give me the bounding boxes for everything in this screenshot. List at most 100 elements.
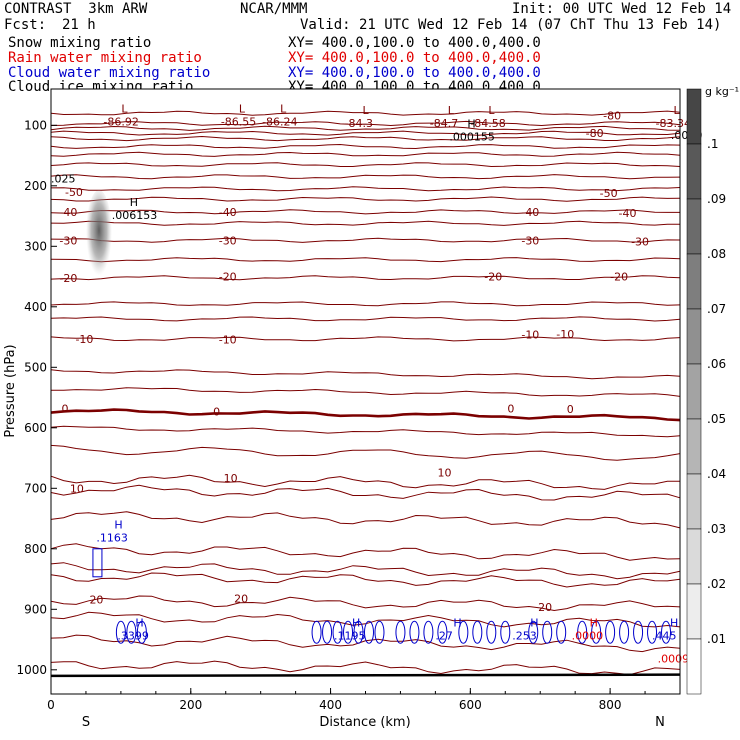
cloud-water-cell xyxy=(661,620,672,644)
extremum-value: -86.92 xyxy=(103,115,138,128)
isotherm-label: -30 xyxy=(521,234,539,247)
isotherm-label: -10 xyxy=(556,328,574,341)
legend-rain-xy: XY= 400.0,100.0 to 400.0,400.0 xyxy=(288,50,541,66)
isotherm-label: 10 xyxy=(70,482,84,495)
legend-rain-name: Rain water mixing ratio xyxy=(8,50,202,66)
low-marker: L xyxy=(674,104,681,117)
isotherm-line xyxy=(50,611,681,628)
high-marker: H xyxy=(130,196,138,209)
colorbar-swatch xyxy=(686,198,702,255)
extremum-value: -83.34 xyxy=(656,117,691,130)
low-marker: L xyxy=(363,104,370,117)
isotherm-line xyxy=(50,660,681,676)
y-axis-title: Pressure (hPa) xyxy=(3,344,18,437)
isotherm-line xyxy=(50,135,681,142)
y-tick-label: 900 xyxy=(24,602,47,616)
isotherm-label: 20 xyxy=(89,594,103,607)
isotherm-line xyxy=(50,595,681,612)
high-marker: H xyxy=(530,617,538,630)
y-tick-label: 800 xyxy=(24,542,47,556)
extremum-value: -84.58 xyxy=(470,117,505,130)
isotherm-label: -20 xyxy=(610,271,628,284)
x-tick-label: 400 xyxy=(319,698,342,712)
init-time: Init: 00 UTC Wed 12 Feb 14 xyxy=(512,1,732,17)
cloud-water-cell xyxy=(577,620,588,644)
cloud-water-cell xyxy=(136,620,147,644)
isotherm-label: -40 xyxy=(219,206,237,219)
colorbar-swatch xyxy=(686,418,702,475)
isotherm-label: 20 xyxy=(234,592,248,605)
isotherm-line xyxy=(50,484,681,501)
extremum-value: .000155 xyxy=(449,130,495,143)
extremum-value: .0009 xyxy=(658,652,690,665)
isotherm-line xyxy=(50,220,680,226)
cloud-water-cell xyxy=(423,620,434,644)
isotherm-label: 10 xyxy=(224,472,238,485)
colorbar-unit: g kg⁻¹ xyxy=(705,85,739,98)
isotherm-line xyxy=(50,196,681,202)
isotherm-label: 0 xyxy=(567,403,574,416)
colorbar-label: .1 xyxy=(707,137,718,151)
isotherm-line xyxy=(50,143,681,150)
extremum-value: .27 xyxy=(435,630,453,643)
cloud-water-cell xyxy=(311,620,322,644)
isotherm-label: -20 xyxy=(219,271,237,284)
colorbar-swatch xyxy=(686,528,702,585)
colorbar-label: .08 xyxy=(707,247,726,261)
isotherm-label: -80 xyxy=(603,110,621,123)
isotherm-line xyxy=(50,444,681,461)
y-tick-label: 500 xyxy=(24,360,47,374)
isotherm-line xyxy=(50,237,681,243)
isotherm-label: -10 xyxy=(521,329,539,342)
forecast-hour: 21 h xyxy=(62,17,96,33)
cloud-water-cell xyxy=(409,620,420,644)
colorbar-swatch xyxy=(686,473,702,530)
extremum-value: .006153 xyxy=(112,209,158,222)
colorbar-label: .05 xyxy=(707,412,726,426)
isotherm-line xyxy=(50,186,681,192)
high-marker: H xyxy=(670,617,678,630)
y-tick-label: 200 xyxy=(24,179,47,193)
x-tick-label: 200 xyxy=(179,698,202,712)
model-title: CONTRAST 3km ARW xyxy=(4,1,148,17)
isotherm-label: -40 xyxy=(521,206,539,219)
y-tick-label: 700 xyxy=(24,481,47,495)
isotherm-line xyxy=(50,572,681,588)
cloud-water-cell xyxy=(395,620,406,644)
isotherm-line xyxy=(50,336,681,342)
isotherm-line xyxy=(50,110,681,116)
isotherm-label: -40 xyxy=(59,206,77,219)
isotherm-line xyxy=(50,162,681,168)
plot-area xyxy=(51,89,680,694)
cloud-water-cell xyxy=(126,620,137,644)
cloud-water-cell xyxy=(556,620,567,644)
colorbar: .1 .09 .08 .07 .06 .05 .04 .03 .02 .01 g kg⁻¹ xyxy=(686,85,739,695)
legend-cloud-water-name: Cloud water mixing ratio xyxy=(8,65,211,81)
high-marker: H xyxy=(590,617,598,630)
isotherm-label: -20 xyxy=(59,272,77,285)
extremum-value: -86.55 xyxy=(221,115,256,128)
high-marker: H xyxy=(467,117,475,130)
cloud-water-cell xyxy=(633,620,644,644)
cloud-water-cell xyxy=(647,620,658,644)
cloud-water-cell xyxy=(343,620,354,644)
axes: 0 200 400 600 800100200300400500600700800900… xyxy=(16,118,681,730)
isotherm-line xyxy=(50,301,681,307)
colorbar-swatch xyxy=(686,253,702,310)
colorbar-swatch xyxy=(686,363,702,420)
org-label: NCAR/MMM xyxy=(240,1,308,17)
cloud-water-cell xyxy=(374,620,385,644)
y-tick-label: 400 xyxy=(24,300,47,314)
colorbar-label: .01 xyxy=(707,632,726,646)
isotherm-label: 0 xyxy=(213,405,220,418)
cloud-water-cell xyxy=(486,620,497,644)
extremum-value: .0000 xyxy=(572,630,604,643)
colorbar-label: .02 xyxy=(707,577,726,591)
cloud-water-cell xyxy=(605,620,616,644)
isotherm-line xyxy=(50,425,681,438)
isotherm-label: -30 xyxy=(219,234,237,247)
cloud-water-cell xyxy=(542,620,553,644)
cloud-water-cell xyxy=(332,620,343,644)
isotherm-line xyxy=(50,130,681,136)
colorbar-swatch xyxy=(686,583,702,640)
